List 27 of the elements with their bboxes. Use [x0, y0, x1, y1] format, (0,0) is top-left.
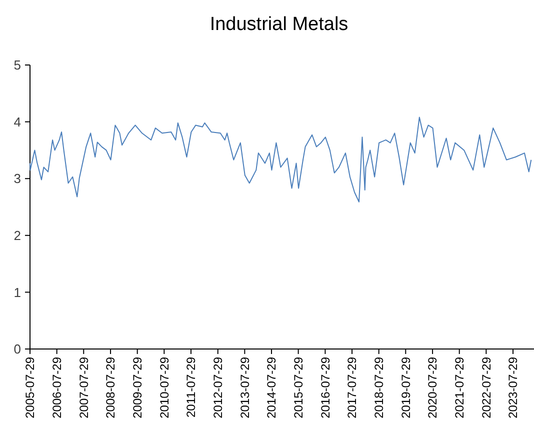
x-tick-label: 2013-07-29: [238, 356, 252, 418]
y-tick-label: 4: [14, 114, 21, 130]
y-tick-label: 3: [14, 171, 21, 186]
x-tick-label: 2017-07-29: [345, 356, 360, 418]
x-tick-label: 2019-07-29: [398, 356, 413, 418]
chart-title: Industrial Metals: [210, 14, 348, 35]
x-tick-label: 2007-07-29: [76, 356, 91, 418]
x-tick-label: 2005-07-29: [23, 356, 38, 418]
x-tick-label: 2009-07-29: [130, 356, 145, 418]
x-tick-label: 2018-07-29: [372, 356, 386, 418]
x-tick-label: 2014-07-29: [264, 356, 279, 418]
x-tick-label: 2023-07-29: [506, 356, 520, 418]
x-tick-label: 2008-07-29: [104, 356, 118, 418]
x-tick-label: 2016-07-29: [318, 356, 332, 418]
y-tick-label: 2: [14, 228, 21, 243]
x-tick-label: 2022-07-29: [479, 356, 494, 418]
x-tick-label: 2006-07-29: [50, 356, 64, 418]
x-tick-label: 2021-07-29: [452, 356, 467, 418]
x-tick-label: 2015-07-29: [292, 356, 306, 418]
x-tick-label: 2010-07-29: [157, 356, 172, 418]
x-tick-label: 2012-07-29: [211, 356, 226, 418]
y-tick-label: 1: [14, 284, 21, 300]
x-tick-label: 2011-07-29: [184, 356, 198, 418]
x-tick-label: 2020-07-29: [426, 356, 440, 418]
y-tick-label: 0: [14, 342, 21, 357]
y-tick-label: 5: [14, 58, 21, 73]
line-series: [30, 116, 532, 202]
